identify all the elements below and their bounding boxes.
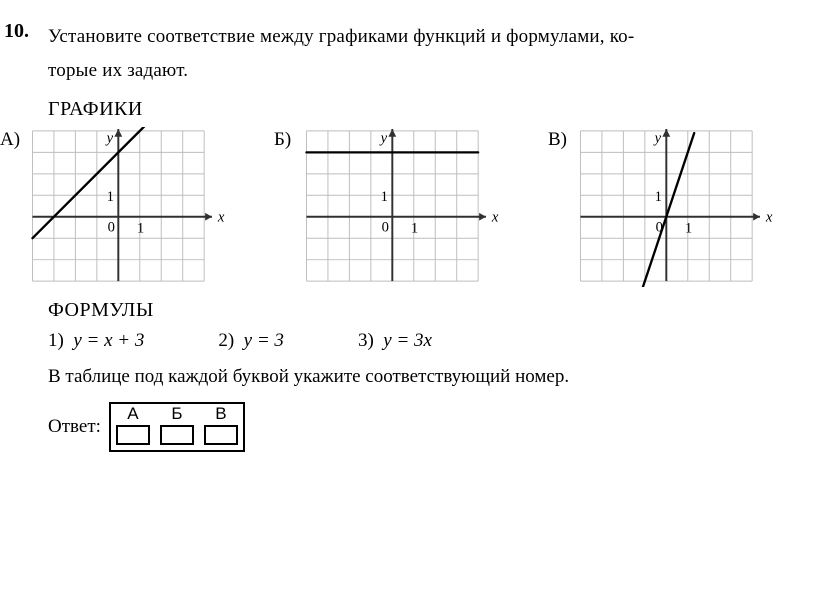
svg-text:y: y	[653, 131, 662, 147]
graph-b: y x 0 1 1	[302, 127, 508, 287]
graph-a-label: А)	[0, 127, 28, 151]
svg-text:0: 0	[108, 220, 115, 236]
formula-2-num: 2)	[218, 330, 234, 351]
svg-text:x: x	[491, 210, 499, 226]
graph-c: yx011	[576, 127, 782, 287]
graph-c-block: В) yx011	[548, 127, 782, 287]
instruction-text: В таблице под каждой буквой укажите соот…	[48, 366, 786, 388]
graph-a: y x 0 1 1	[28, 127, 234, 287]
formulas-heading: ФОРМУЛЫ	[48, 299, 786, 322]
svg-text:1: 1	[411, 221, 418, 237]
svg-text:x: x	[217, 210, 225, 226]
svg-text:x: x	[765, 210, 773, 226]
question-text: Установите соответствие между графиками …	[48, 20, 786, 88]
formula-1-num: 1)	[48, 330, 64, 351]
svg-text:0: 0	[382, 220, 389, 236]
formulas-row: 1) y = x + 3 2) y = 3 3) y = 3x	[48, 330, 786, 352]
exercise-page: 10. Установите соответствие между график…	[0, 0, 816, 472]
graphs-container: А) y x 0 1 1 Б) y x 0 1 1 В) y x 0 1 1	[0, 127, 786, 287]
formula-1: 1) y = x + 3	[48, 330, 144, 352]
question-row: 10. Установите соответствие между график…	[0, 20, 786, 88]
svg-text:y: y	[379, 131, 388, 147]
svg-text:1: 1	[107, 190, 114, 206]
graph-a-block: А) y x 0 1 1	[0, 127, 234, 287]
formula-3-text: y = 3x	[383, 330, 432, 351]
answer-header-a: А	[111, 404, 155, 424]
svg-text:1: 1	[685, 221, 692, 237]
svg-text:1: 1	[137, 221, 144, 237]
answer-label: Ответ:	[48, 416, 101, 438]
question-line-2: торые их задают.	[48, 60, 188, 81]
graph-b-block: Б) y x 0 1 1	[274, 127, 508, 287]
formula-3: 3) y = 3x	[358, 330, 432, 352]
answer-table: А Б В	[109, 402, 245, 452]
answer-header-b: Б	[155, 404, 199, 424]
answer-header-c: В	[199, 404, 243, 424]
formula-2-text: y = 3	[244, 330, 284, 351]
question-line-1: Установите соответствие между графиками …	[48, 26, 634, 47]
graph-b-label: Б)	[274, 127, 302, 151]
answer-row: Ответ: А Б В	[48, 402, 786, 452]
svg-text:1: 1	[381, 190, 388, 206]
svg-text:1: 1	[655, 190, 662, 206]
svg-text:y: y	[105, 131, 114, 147]
formula-2: 2) y = 3	[218, 330, 284, 352]
question-number: 10.	[0, 20, 48, 43]
answer-cell-a[interactable]	[111, 424, 155, 450]
graph-c-label: В)	[548, 127, 576, 151]
answer-cell-b[interactable]	[155, 424, 199, 450]
formula-3-num: 3)	[358, 330, 374, 351]
formula-1-text: y = x + 3	[73, 330, 144, 351]
answer-cell-c[interactable]	[199, 424, 243, 450]
graphs-heading: ГРАФИКИ	[48, 98, 786, 121]
